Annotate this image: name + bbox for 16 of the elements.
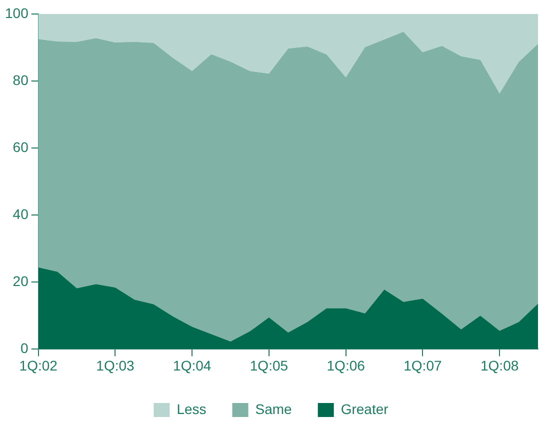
x-tick-label: 1Q:02 — [19, 357, 58, 374]
x-tick-label: 1Q:05 — [250, 357, 288, 374]
x-tick-label: 1Q:03 — [96, 357, 135, 374]
x-tick-label: 1Q:06 — [326, 357, 366, 374]
y-tick-label: 100 — [5, 4, 29, 21]
y-tick-label: 40 — [12, 206, 29, 222]
y-tick-label: 20 — [12, 273, 29, 290]
legend-label: Same — [255, 400, 292, 417]
x-tick-label: 1Q:08 — [480, 357, 519, 374]
y-tick-label: 80 — [12, 72, 29, 88]
y-tick-label: 0 — [20, 340, 29, 356]
legend-label: Less — [176, 400, 206, 417]
x-tick-label: 1Q:04 — [173, 357, 212, 374]
legend-label: Greater — [340, 400, 389, 417]
x-tick-label: 1Q:07 — [404, 357, 442, 374]
y-tick-label: 60 — [12, 138, 29, 155]
